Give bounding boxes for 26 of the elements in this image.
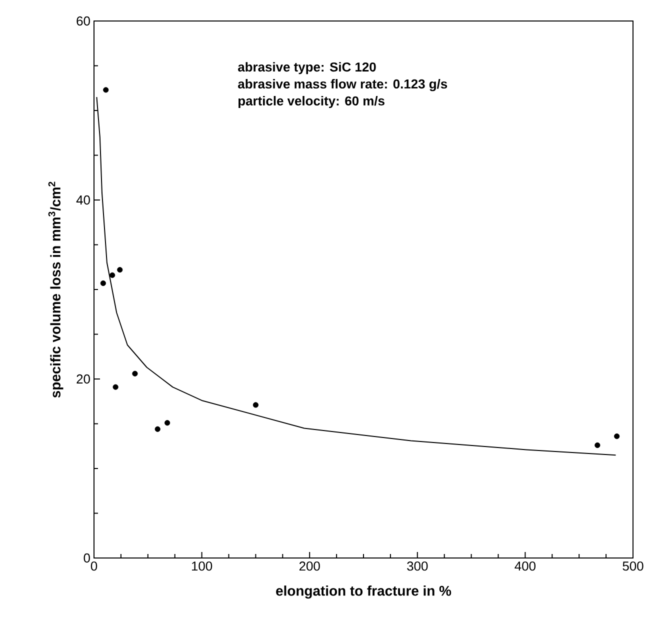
x-tick-label: 500 — [622, 562, 644, 571]
x-tick-label: 200 — [299, 562, 320, 571]
point — [252, 402, 258, 408]
point — [117, 267, 123, 273]
point — [112, 384, 118, 390]
point — [103, 87, 109, 93]
x-tick-label: 0 — [90, 562, 98, 571]
x-axis-title: elongation to fracture in % — [276, 586, 452, 599]
annotation: particle velocity: 60 m/s — [238, 96, 384, 108]
x-tick-label: 400 — [514, 562, 536, 571]
x-tick-label: 100 — [192, 562, 212, 571]
point — [100, 280, 106, 286]
x-tick-label: 300 — [407, 562, 428, 571]
y-tick-label: 0 — [84, 553, 90, 563]
point — [154, 426, 160, 432]
point — [594, 442, 600, 448]
y-axis-title: specific volume loss in mm$^{3}$/cm$^{2}$ — [48, 182, 64, 398]
point — [164, 420, 170, 426]
point — [132, 370, 138, 376]
annotation: abrasive mass flow rate: 0.123 g/s — [238, 79, 448, 92]
annotation: abrasive type: SiC 120 — [238, 62, 376, 74]
point — [110, 272, 116, 278]
y-tick-label: 40 — [76, 195, 90, 205]
point — [614, 433, 620, 440]
y-tick-label: 20 — [76, 374, 90, 384]
y-tick-label: 60 — [76, 16, 90, 26]
